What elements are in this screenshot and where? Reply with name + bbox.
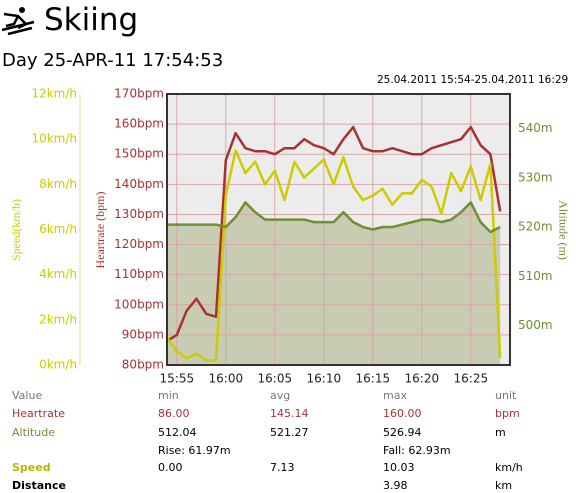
- cell: 521.27: [270, 426, 309, 439]
- cell: m: [495, 426, 506, 439]
- y-tick-label: 140bpm: [114, 177, 164, 191]
- y3-tick-label: 4km/h: [39, 267, 77, 281]
- y2-axis-title: Altitude (m): [556, 200, 570, 260]
- plot-border: [166, 93, 511, 366]
- cell: 10.03: [383, 461, 415, 474]
- y-tick-label: 130bpm: [114, 207, 164, 221]
- y2-tick-label: 510m: [518, 269, 553, 283]
- y3-tick-label: 6km/h: [39, 222, 77, 236]
- cell: 145.14: [270, 407, 309, 420]
- header-cell: Value: [12, 389, 43, 402]
- y-tick-label: 120bpm: [114, 237, 164, 251]
- series-line: [166, 125, 502, 342]
- cell: 7.13: [270, 461, 295, 474]
- cell: 512.04: [158, 426, 197, 439]
- header-cell: max: [383, 389, 407, 402]
- y-tick-label: 170bpm: [114, 87, 164, 101]
- y-tick-label: 100bpm: [114, 297, 164, 311]
- cell: 0.00: [158, 461, 183, 474]
- y-tick-label: 80bpm: [122, 358, 164, 372]
- cell: km/h: [495, 461, 523, 474]
- cell: 3.98: [383, 479, 408, 492]
- date-range: 25.04.2011 15:54-25.04.2011 16:29: [377, 74, 568, 86]
- altitude-area: [167, 202, 501, 365]
- y2-tick-label: 540m: [518, 121, 553, 135]
- app-title: Skiing: [44, 2, 139, 38]
- y-tick-label: 160bpm: [114, 117, 164, 131]
- row-label: Heartrate: [12, 407, 65, 420]
- skier-icon: [1, 7, 35, 36]
- cell: bpm: [495, 407, 520, 420]
- y3-tick-label: 10km/h: [31, 132, 77, 146]
- cell: Fall: 62.93m: [383, 444, 451, 457]
- y3-tick-label: 2km/h: [39, 312, 77, 326]
- series-line: [165, 149, 502, 362]
- row-label: Altitude: [12, 426, 55, 439]
- chart: 25.04.2011 15:54-25.04.2011 16:29 80bpm 9…: [9, 74, 571, 386]
- y2-tick-label: 500m: [518, 318, 553, 332]
- y-tick-label: 150bpm: [114, 147, 164, 161]
- y3-tick-label: 0km/h: [39, 358, 77, 372]
- cell: km: [495, 479, 513, 492]
- y3-axis-title: Speed(km/h): [9, 199, 23, 261]
- cell: 160.00: [383, 407, 422, 420]
- x-tick-label: 16:05: [258, 372, 293, 386]
- cell: Rise: 61.97m: [158, 444, 231, 457]
- x-tick-label: 16:00: [209, 372, 244, 386]
- y-tick-label: 110bpm: [114, 267, 164, 281]
- x-tick-label: 16:15: [356, 372, 391, 386]
- header-cell: unit: [495, 389, 517, 402]
- y3-tick-label: 12km/h: [31, 87, 77, 101]
- x-tick-label: 16:25: [454, 372, 489, 386]
- cell: 526.94: [383, 426, 422, 439]
- y-axis-title: Heartrate (bpm): [93, 192, 107, 269]
- y2-tick-label: 530m: [518, 170, 553, 184]
- y3-tick-label: 8km/h: [39, 177, 77, 191]
- x-tick-label: 15:55: [160, 372, 195, 386]
- header-cell: avg: [270, 389, 291, 402]
- row-label: Distance: [12, 479, 66, 492]
- row-label: Speed: [12, 461, 51, 474]
- x-tick-label: 16:10: [307, 372, 342, 386]
- cell: 86.00: [158, 407, 190, 420]
- series-line: [167, 201, 501, 234]
- y-tick-label: 90bpm: [122, 327, 164, 341]
- x-tick-label: 16:20: [405, 372, 440, 386]
- day-label: Day 25-APR-11 17:54:53: [2, 50, 224, 71]
- header-cell: min: [158, 389, 179, 402]
- y2-tick-label: 520m: [518, 220, 553, 234]
